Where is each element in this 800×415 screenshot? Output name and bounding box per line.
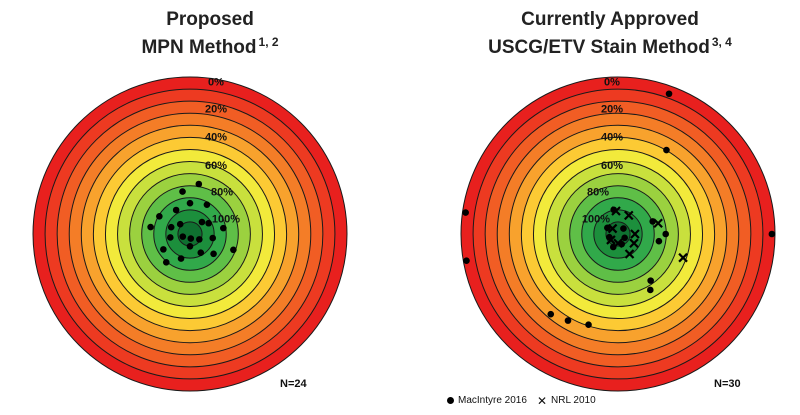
data-point-dot <box>167 223 175 231</box>
data-point-dot <box>547 310 555 318</box>
data-point-dot <box>655 237 663 245</box>
chart-title-left-line2: MPN Method 1, 2 <box>60 31 360 59</box>
chart-title-right-method: USCG/ETV Stain Method <box>488 37 710 58</box>
chart-title-left: Proposed MPN Method 1, 2 <box>60 8 360 59</box>
data-point-dot <box>620 225 627 232</box>
legend: MacIntyre 2016 ✕ NRL 2010 <box>447 393 596 408</box>
ring-label: 0% <box>208 77 224 89</box>
legend-label-macintyre: MacIntyre 2016 <box>458 395 527 406</box>
data-point-dot <box>647 286 654 294</box>
data-point-dot <box>662 230 669 238</box>
ring-label: 40% <box>601 132 623 144</box>
data-point-dot <box>665 90 673 98</box>
data-point-dot <box>462 209 469 216</box>
data-point-dot <box>179 188 186 195</box>
data-point-dot <box>147 223 154 231</box>
ring-label: 80% <box>211 187 233 199</box>
legend-x-icon: ✕ <box>536 393 547 408</box>
data-point-dot <box>167 234 174 241</box>
chart-title-right: Currently Approved USCG/ETV Stain Method… <box>440 8 780 59</box>
ring-label: 80% <box>587 187 609 199</box>
data-point-dot <box>768 230 776 238</box>
ring-label: 20% <box>601 103 623 115</box>
chart-title-left-line1: Proposed <box>166 9 254 30</box>
data-point-dot <box>198 218 206 226</box>
data-point-dot <box>220 224 227 232</box>
data-point-dot <box>176 220 184 228</box>
data-point-x <box>613 238 623 249</box>
chart-title-right-line2: USCG/ETV Stain Method 3, 4 <box>440 31 780 59</box>
data-point-dot <box>647 277 654 284</box>
sample-size-left: N=24 <box>280 378 307 390</box>
data-point-x <box>623 210 634 221</box>
data-point-dot <box>203 201 211 208</box>
data-point-dot <box>230 246 237 254</box>
ring-label: 20% <box>205 103 227 115</box>
data-point-dot <box>205 219 212 227</box>
chart-title-left-method: MPN Method <box>141 37 257 58</box>
data-point-x <box>606 235 616 245</box>
data-point-dot <box>197 249 205 256</box>
legend-dot-icon <box>447 397 454 404</box>
chart-title-right-refs: 3, 4 <box>711 35 732 49</box>
data-point-dot <box>209 234 217 242</box>
data-point-dot <box>585 321 592 329</box>
data-point-dot <box>177 255 185 262</box>
data-point-x <box>607 223 618 234</box>
ring-label: 0% <box>604 77 620 89</box>
data-point-x <box>624 249 635 259</box>
data-point-dot <box>187 235 195 242</box>
data-point-dot <box>186 199 194 207</box>
target-right: 0% 20% 40% 60% 80% 100% <box>460 76 776 392</box>
data-point-x <box>653 218 663 229</box>
data-point-x <box>630 229 640 239</box>
data-point-x <box>629 238 639 249</box>
data-point-dot <box>196 236 203 243</box>
data-point-dot <box>186 243 194 250</box>
data-point-dot <box>195 180 203 188</box>
sample-size-right: N=30 <box>714 378 741 390</box>
data-point-dot <box>463 257 470 265</box>
data-point-dot <box>179 233 187 240</box>
data-point-dot <box>210 250 217 258</box>
ring-label: 60% <box>601 160 623 172</box>
ring-label: 100% <box>212 213 240 225</box>
chart-title-right-line1: Currently Approved <box>521 9 699 30</box>
ring-label: 100% <box>582 213 610 225</box>
target-left: 0% 20% 40% 60% 80% 100% <box>32 76 348 392</box>
data-point-dot <box>162 258 170 266</box>
data-point-x <box>678 252 688 263</box>
ring-label: 40% <box>205 132 227 144</box>
data-point-dot <box>564 317 572 324</box>
data-point-dot <box>621 234 628 242</box>
ring-label: 60% <box>205 160 227 172</box>
chart-title-left-refs: 1, 2 <box>258 35 279 49</box>
data-point-dot <box>156 213 163 220</box>
data-point-dot <box>172 206 180 214</box>
data-point-x <box>611 206 621 216</box>
data-point-dot <box>663 146 670 154</box>
data-point-dot <box>160 246 167 253</box>
legend-label-nrl: NRL 2010 <box>551 395 596 406</box>
